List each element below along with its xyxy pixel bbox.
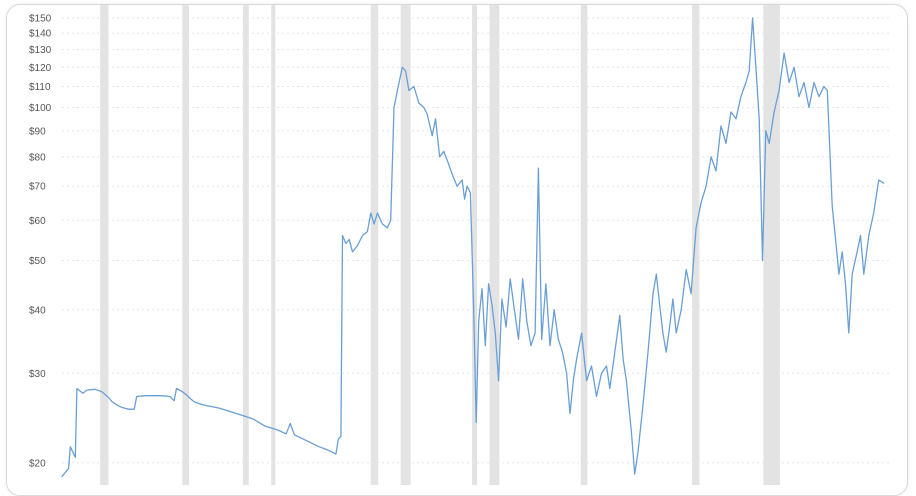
y-tick-label: $140 [29,29,52,40]
recession-band [182,5,189,485]
y-tick-label: $80 [29,152,46,163]
recession-bands [100,5,780,485]
recession-band [580,5,588,485]
recession-band [370,5,379,485]
y-tick-label: $110 [29,82,51,93]
recession-band [242,5,249,485]
y-tick-label: $60 [29,216,46,227]
y-tick-label: $40 [29,305,46,316]
series-lines [61,17,885,478]
recession-band [763,5,780,485]
price-series-line [61,17,885,478]
recession-band [691,5,700,485]
y-tick-label: $20 [29,458,46,469]
y-axis-ticks: $150 $140 $130 $120 $110 $100 $90 $80 $70 $60 $50 $… [29,14,52,470]
recession-band [100,5,109,485]
y-tick-label: $150 [29,14,52,25]
y-tick-label: $50 [29,256,46,267]
y-tick-label: $70 [29,182,46,193]
y-tick-label: $30 [29,369,46,380]
recession-band [271,5,276,485]
price-line-chart: $150 $140 $130 $120 $110 $100 $90 $80 $70 $60 $50 $… [29,5,892,485]
y-tick-label: $130 [29,45,52,56]
y-tick-label: $120 [29,63,52,74]
recession-band [489,5,500,485]
y-tick-label: $100 [29,103,52,114]
y-tick-label: $90 [29,126,46,137]
recession-band [472,5,477,485]
recession-band [400,5,411,485]
